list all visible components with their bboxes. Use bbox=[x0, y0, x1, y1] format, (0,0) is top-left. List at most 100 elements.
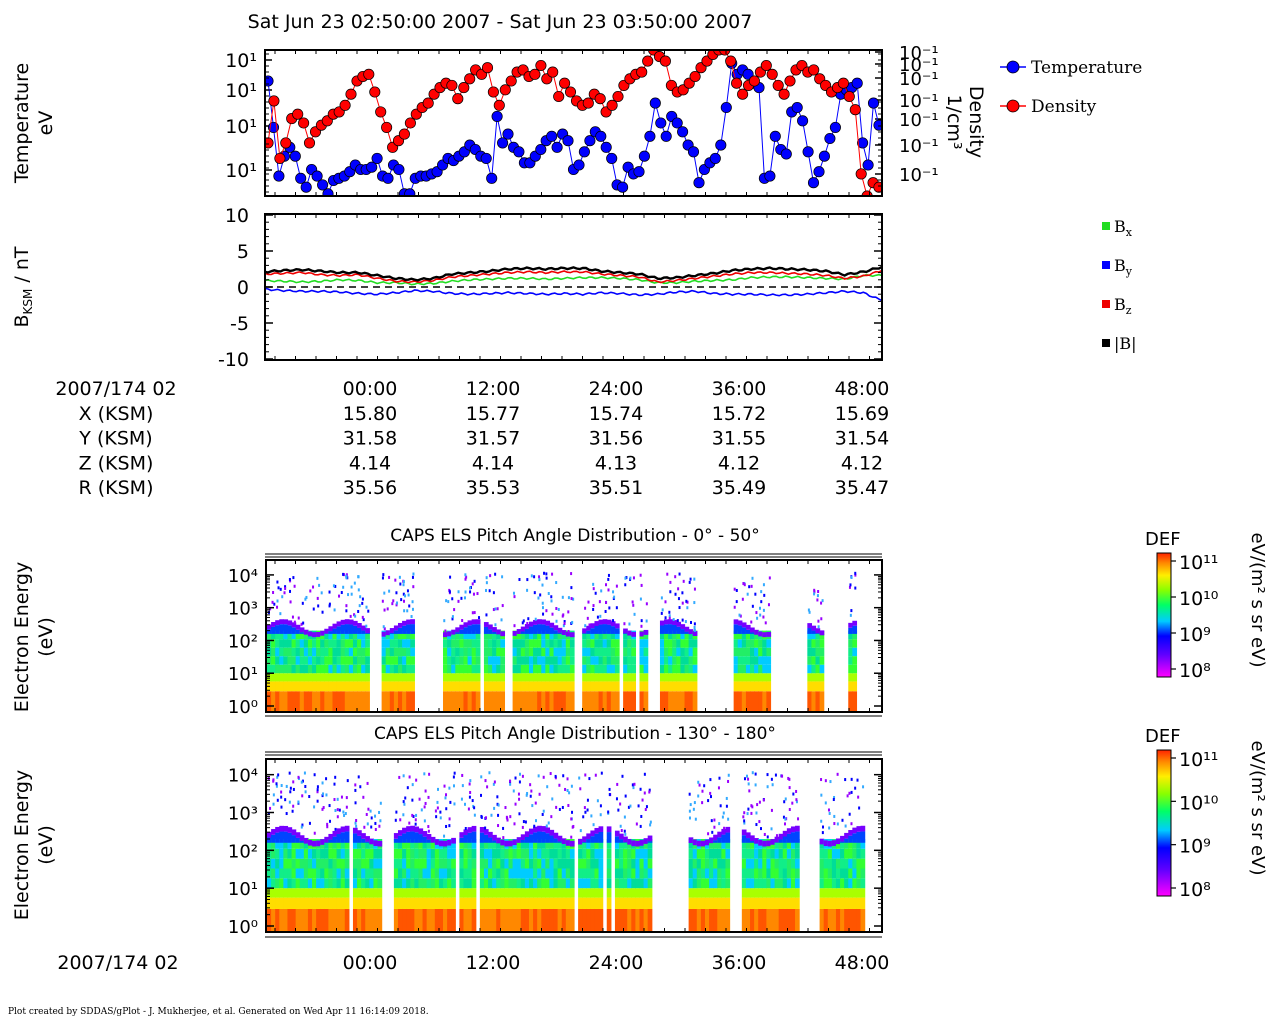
spectrogram-speckle bbox=[567, 610, 570, 614]
spectrogram-cell bbox=[647, 848, 653, 859]
spectrogram-speckle bbox=[743, 777, 746, 781]
spectrogram-cell bbox=[766, 840, 772, 847]
spectrogram-cell bbox=[758, 839, 763, 846]
ephemeris-row-label: Z (KSM) bbox=[79, 452, 154, 474]
spectrogram-speckle bbox=[743, 583, 746, 587]
spectrogram-cell bbox=[455, 691, 460, 712]
spectrogram-cell bbox=[541, 664, 546, 674]
spectrogram-speckle bbox=[445, 599, 448, 603]
spectrogram-speckle bbox=[410, 615, 413, 619]
spectrogram-cell bbox=[520, 631, 526, 634]
spectrogram-cell bbox=[549, 838, 555, 849]
spectrogram-cell bbox=[312, 691, 317, 712]
spectrogram-cell bbox=[754, 691, 759, 712]
spectrogram-speckle bbox=[534, 801, 537, 805]
spectrogram-cell bbox=[410, 673, 415, 682]
spectrogram-speckle bbox=[473, 611, 476, 615]
spectrogram-cell bbox=[823, 878, 829, 889]
spectrogram-speckle bbox=[813, 588, 816, 592]
spectrogram-cell bbox=[750, 647, 755, 657]
spectrogram-cell bbox=[455, 627, 460, 633]
spectrogram-cell bbox=[541, 647, 546, 657]
spectrogram-cell bbox=[614, 639, 620, 648]
spectrogram-cell bbox=[418, 897, 424, 909]
spectrogram-cell bbox=[385, 647, 391, 657]
spectrogram-cell bbox=[688, 837, 694, 844]
spectrogram-cell bbox=[483, 691, 489, 712]
spectrogram-cell bbox=[406, 673, 411, 682]
spectrogram-cell bbox=[586, 848, 591, 859]
spectrogram-cell bbox=[316, 647, 321, 657]
spectrogram-speckle bbox=[674, 575, 677, 579]
spectrogram-cell bbox=[561, 639, 567, 648]
spectrogram-cell bbox=[598, 878, 604, 889]
spectrogram-cell bbox=[279, 848, 284, 859]
spectrogram-cell bbox=[725, 878, 731, 889]
spectrogram-cell bbox=[267, 868, 272, 879]
spectrogram-cell bbox=[475, 624, 481, 634]
spectrogram-cell bbox=[361, 625, 366, 631]
temperature-point bbox=[491, 110, 503, 122]
spectrogram-speckle bbox=[357, 575, 360, 579]
spectrogram-cell bbox=[848, 664, 853, 674]
spectrogram-cell bbox=[528, 848, 534, 859]
temperature-point bbox=[660, 130, 672, 142]
spectrogram-cell bbox=[725, 868, 731, 879]
spectrogram-cell bbox=[684, 681, 690, 692]
spectrogram-speckle bbox=[275, 782, 278, 786]
spectrogram-cell bbox=[352, 897, 358, 909]
spectrogram-speckle bbox=[382, 625, 385, 629]
spectrogram-cell bbox=[492, 691, 497, 712]
spectrogram-cell bbox=[602, 691, 608, 712]
spectrogram-cell bbox=[520, 868, 526, 879]
spectrogram-speckle bbox=[293, 584, 296, 588]
spectrogram-cell bbox=[782, 830, 788, 837]
spectrogram-cell bbox=[643, 629, 649, 635]
spectrogram-cell bbox=[295, 838, 301, 849]
spectrogram-cell bbox=[328, 656, 334, 665]
spectrogram-cell bbox=[840, 848, 845, 859]
spectrogram-cell bbox=[267, 888, 272, 898]
spectrogram-cell bbox=[688, 639, 694, 648]
spectrogram-cell bbox=[528, 630, 534, 640]
spectrogram-cell bbox=[483, 888, 489, 898]
spectrogram-high-image bbox=[267, 771, 866, 931]
spectrogram-cell bbox=[860, 897, 866, 909]
spectrogram-cell bbox=[357, 656, 362, 665]
spectrogram-cell bbox=[295, 673, 301, 682]
spectrogram-speckle bbox=[518, 812, 521, 816]
spectrogram-cell bbox=[795, 868, 800, 879]
spectrogram-cell bbox=[831, 897, 837, 909]
temperature-point bbox=[862, 159, 874, 171]
spectrogram-cell bbox=[758, 868, 763, 879]
spectrogram-cell bbox=[340, 647, 346, 657]
spectrogram-cell bbox=[328, 839, 334, 843]
spectrogram-cell bbox=[316, 664, 321, 674]
spectrogram-cell bbox=[352, 681, 358, 692]
temperature-point bbox=[578, 146, 590, 158]
spectrogram-cell bbox=[397, 627, 403, 634]
spectrogram-cell bbox=[692, 839, 698, 846]
spectrogram-cell bbox=[512, 868, 518, 879]
spectrogram-cell bbox=[704, 897, 710, 909]
spectrogram-cell bbox=[627, 848, 632, 859]
spectrogram-cell bbox=[267, 837, 272, 843]
spectrogram-speckle bbox=[584, 606, 587, 610]
spectrogram-speckle bbox=[848, 791, 851, 795]
spectrogram-speckle bbox=[570, 572, 573, 576]
spectrogram-cell bbox=[750, 897, 755, 909]
density-point bbox=[458, 82, 470, 94]
spectrogram-cell bbox=[352, 656, 358, 665]
spectrogram-cell bbox=[316, 631, 321, 637]
density-point bbox=[837, 77, 849, 89]
spectrogram-cell bbox=[414, 878, 420, 889]
spectrogram-speckle bbox=[743, 819, 746, 823]
spectrogram-cell bbox=[713, 838, 718, 849]
spectrogram-cell bbox=[524, 681, 530, 692]
spectrogram-speckle bbox=[395, 591, 398, 595]
spectrogram-speckle bbox=[547, 592, 550, 596]
spectrogram-speckle bbox=[396, 601, 399, 605]
spectrogram-speckle bbox=[541, 583, 544, 587]
spectrogram-speckle bbox=[527, 617, 530, 621]
spectrogram-speckle bbox=[827, 808, 830, 812]
